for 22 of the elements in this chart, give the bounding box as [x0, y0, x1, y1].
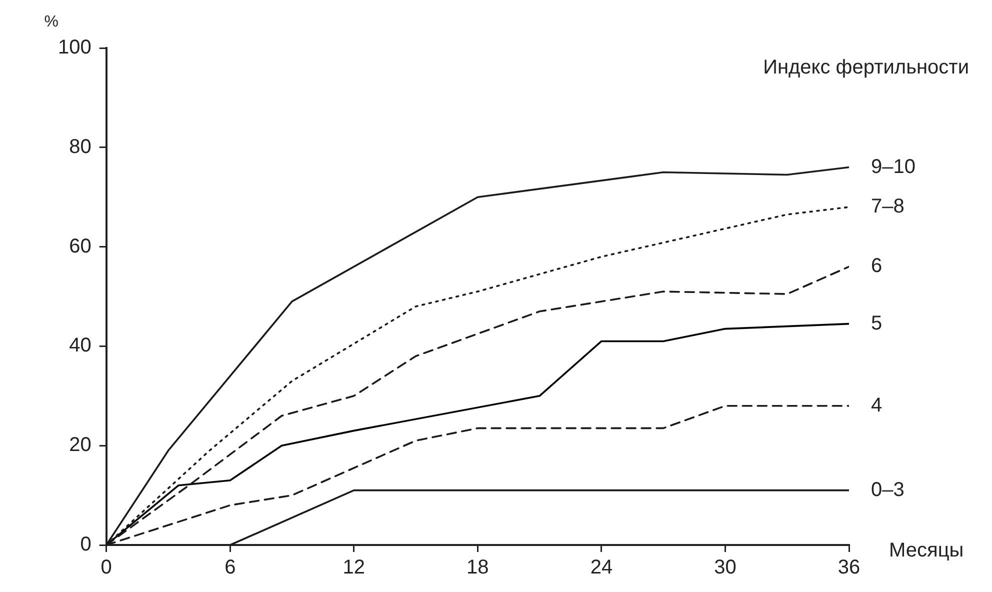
annotation: Индекс фертильности	[763, 56, 969, 79]
series-label: 9–10	[871, 156, 916, 178]
x-tick-label: 0	[100, 556, 112, 579]
series-label: 4	[871, 394, 882, 416]
series-label: 7–8	[871, 196, 904, 218]
y-tick-label: 60	[69, 235, 92, 258]
x-tick-label: 36	[838, 556, 860, 579]
y-axis-title: %	[44, 13, 58, 30]
y-tick-label: 100	[58, 36, 92, 59]
x-axis-title: Месяцы	[889, 540, 964, 562]
x-tick-label: 18	[466, 556, 489, 579]
x-tick-label: 30	[714, 556, 736, 579]
y-tick-label: 40	[69, 334, 92, 357]
x-tick-label: 24	[590, 556, 613, 579]
y-tick-label: 20	[69, 434, 92, 456]
series-label: 0–3	[871, 478, 904, 501]
y-tick-label: 0	[80, 534, 92, 556]
x-tick-label: 12	[342, 556, 366, 579]
series-label: 5	[871, 312, 882, 334]
y-tick-label: 80	[69, 136, 92, 158]
x-tick-label: 6	[224, 556, 236, 579]
series-label: 6	[871, 255, 882, 278]
